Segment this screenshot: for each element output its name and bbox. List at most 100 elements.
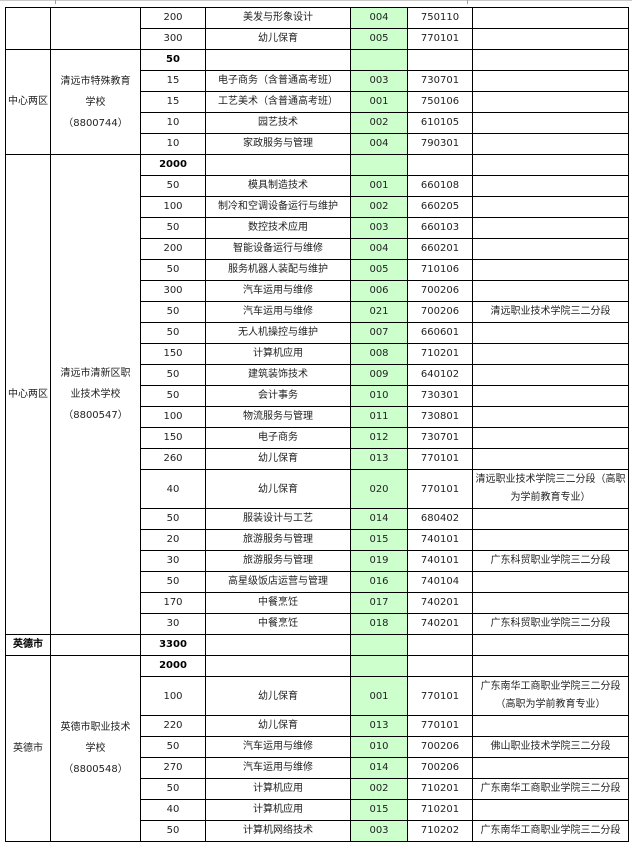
code-cell [350,154,408,176]
note-cell [472,154,629,176]
code-cell: 004 [350,133,408,155]
table-row: 50 计算机应用 002 710201 广东南华工商职业学院三二分段 [6,778,629,800]
code-cell: 003 [350,70,408,92]
code-cell: 015 [350,799,408,821]
major-cell: 幼儿保育 [205,28,351,50]
count-cell: 40 [140,799,206,821]
school-name-line: 学校 [85,96,106,108]
major-cell: 计算机应用 [205,778,351,800]
code-cell: 009 [350,364,408,386]
table-row: 170 中餐烹饪 017 740201 [6,592,629,614]
code-cell: 019 [350,550,408,572]
major-cell: 模具制造技术 [205,175,351,197]
note-cell [472,217,629,239]
school-cell [50,634,141,656]
table-row: 15 工艺美术（含普通高考班） 001 750106 [6,91,629,113]
count-cell: 50 [140,322,206,344]
count-cell: 100 [140,196,206,218]
total-count-cell: 50 [140,49,206,71]
note-cell [472,133,629,155]
note-cell: 广东南华工商职业学院三二分段 [472,778,629,800]
major-cell: 高星级饭店运营与管理 [205,571,351,593]
major-code-cell: 730701 [407,427,473,449]
count-cell: 30 [140,613,206,635]
major-cell: 物流服务与管理 [205,406,351,428]
major-code-cell: 710201 [407,799,473,821]
table-row: 40 幼儿保育 020 770101 清远职业技术学院三二分段（高职为学前教育专业） [6,469,629,509]
table-row: 100 制冷和空调设备运行与维护 002 660205 [6,196,629,218]
major-code-cell: 680402 [407,508,473,530]
major-cell [205,49,351,71]
count-cell: 200 [140,238,206,260]
enrollment-table: 200 美发与形象设计 004 750110 300 幼儿保育 005 770101 中心两区清… [5,7,629,842]
code-cell: 016 [350,571,408,593]
major-code-cell: 700206 [407,280,473,302]
major-cell: 幼儿保育 [205,676,351,716]
major-cell: 旅游服务与管理 [205,550,351,572]
code-cell: 001 [350,676,408,716]
count-cell: 100 [140,676,206,716]
major-code-cell: 700206 [407,736,473,758]
major-cell: 幼儿保育 [205,448,351,470]
note-cell [472,70,629,92]
count-cell: 20 [140,529,206,551]
major-code-cell: 660201 [407,238,473,260]
major-cell: 汽车运用与维修 [205,736,351,758]
code-cell: 010 [350,736,408,758]
major-code-cell: 770101 [407,676,473,716]
count-cell: 30 [140,550,206,572]
count-cell: 170 [140,592,206,614]
major-cell: 美发与形象设计 [205,7,351,29]
school-cell: 清远市特殊教育 学校 （8800744） [50,49,141,155]
major-cell [205,634,351,656]
table-row: 300 汽车运用与维修 006 700206 [6,280,629,302]
count-cell: 200 [140,7,206,29]
note-cell [472,571,629,593]
major-cell: 计算机应用 [205,799,351,821]
major-code-cell: 660103 [407,217,473,239]
major-code-cell: 730801 [407,406,473,428]
count-cell: 50 [140,301,206,323]
count-cell: 300 [140,28,206,50]
school-name-line: 业技术学校 [70,389,121,400]
note-cell [472,259,629,281]
note-cell: 清远职业技术学院三二分段 [472,301,629,323]
major-code-cell: 740104 [407,571,473,593]
school-name-line: 清远市清新区职 [60,368,131,379]
note-cell [472,343,629,365]
note-cell [472,529,629,551]
table-row: 30 中餐烹饪 018 740201 广东科贸职业学院三二分段 [6,613,629,635]
code-cell: 007 [350,322,408,344]
table-row: 100 物流服务与管理 011 730801 [6,406,629,428]
count-cell: 50 [140,217,206,239]
major-cell: 幼儿保育 [205,715,351,737]
code-cell: 005 [350,28,408,50]
code-cell: 013 [350,715,408,737]
table-row: 200 美发与形象设计 004 750110 [5,7,629,50]
code-cell: 005 [350,259,408,281]
note-cell: 广东科贸职业学院三二分段 [472,613,629,635]
count-cell: 50 [140,364,206,386]
count-cell: 50 [140,778,206,800]
code-cell: 004 [350,238,408,260]
school-total-row: 中心两区 清远市特殊教育 学校 （8800744） 50 [5,49,629,155]
note-cell: 佛山职业技术学院三二分段 [472,736,629,758]
major-cell: 数控技术应用 [205,217,351,239]
code-cell: 001 [350,175,408,197]
major-code-cell: 740201 [407,592,473,614]
table-row: 10 家政服务与管理 004 790301 [6,133,629,155]
count-cell: 100 [140,406,206,428]
count-cell: 50 [140,571,206,593]
school-name-line: （8800547） [63,410,128,421]
note-cell [472,385,629,407]
major-code-cell [407,634,473,656]
note-cell [472,7,629,29]
count-cell: 50 [140,820,206,842]
major-code-cell: 710201 [407,778,473,800]
count-cell: 10 [140,133,206,155]
code-cell: 018 [350,613,408,635]
region-cell [5,7,51,50]
major-cell: 智能设备运行与维修 [205,238,351,260]
school-cell [50,7,141,50]
major-code-cell: 660601 [407,322,473,344]
